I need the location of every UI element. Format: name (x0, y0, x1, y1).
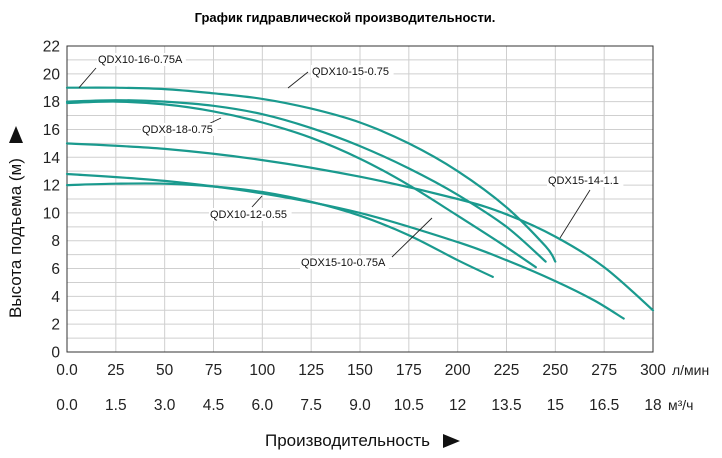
label-background (209, 208, 292, 221)
x-tick-label: 50 (156, 362, 174, 379)
x-tick-label: 250 (542, 362, 568, 379)
y-tick-label: 6 (51, 261, 60, 278)
x-tick-label: 225 (494, 362, 520, 379)
y-tick-label: 20 (43, 66, 61, 83)
curve-qdx10-12-0-55 (65, 182, 494, 278)
y-axis-ticks: 0 2 4 6 8 10 12 14 16 18 20 22 (43, 39, 61, 362)
y-tick-label: 12 (43, 178, 60, 195)
x-tick-label: 175 (396, 362, 422, 379)
x-tick-label: 25 (107, 362, 124, 379)
label-background (311, 65, 394, 78)
curves (65, 86, 655, 320)
x-tick-label: 16.5 (589, 397, 619, 414)
x-tick-label: 75 (205, 362, 222, 379)
curve-qdx15-10-0-75a (65, 172, 625, 320)
curve-qdx10-16-0-75a (65, 86, 557, 263)
x-axis-ticks-primary: 0.0 25 50 75 100 125 150 175 200 225 250 275 300 (56, 362, 666, 379)
x-tick-label: 10.5 (394, 397, 424, 414)
label-leader-line (391, 217, 433, 258)
y-axis-label: Высота подъема (м) (6, 158, 25, 318)
x-axis-arrow-icon (443, 434, 460, 448)
x-tick-label: 7.5 (300, 397, 322, 414)
curve-label: QDX10-15-0.75 (312, 66, 389, 78)
label-leader-line (559, 189, 591, 239)
chart-title: График гидравлической производительности… (195, 10, 496, 25)
x-tick-label: 6.0 (252, 397, 274, 414)
x-tick-label: 4.5 (203, 397, 225, 414)
x-tick-label: 18 (644, 397, 661, 414)
plot-frame (66, 45, 654, 353)
x-tick-label: 3.0 (154, 397, 176, 414)
x-tick-label: 100 (249, 362, 275, 379)
x-tick-label: 0.0 (56, 397, 78, 414)
x-axis-label: Производительность (265, 431, 430, 450)
label-leader-line (287, 71, 309, 89)
x-tick-label: 275 (591, 362, 617, 379)
label-background (300, 256, 389, 269)
grid-lines (66, 45, 654, 353)
label-background (97, 53, 186, 66)
x-tick-label: 13.5 (491, 397, 521, 414)
y-axis-arrow-icon (9, 126, 23, 143)
x-tick-label: 150 (347, 362, 373, 379)
x-tick-label: 9.0 (349, 397, 371, 414)
label-leader-line (78, 67, 97, 89)
curve-qdx8-18-0-75 (65, 100, 537, 269)
y-tick-label: 16 (43, 122, 60, 139)
x-axis-ticks-secondary: 0.0 1.5 3.0 4.5 6.0 7.5 9.0 10.5 12 13.5 15 16.5 18 (56, 397, 661, 414)
x-tick-label: 15 (547, 397, 564, 414)
y-tick-label: 22 (43, 39, 60, 56)
x-tick-label: 12 (449, 397, 466, 414)
x-tick-label: 1.5 (105, 397, 127, 414)
curve-label: QDX15-10-0.75A (301, 257, 386, 269)
x-unit-primary: л/мин (672, 362, 709, 378)
y-tick-label: 10 (43, 205, 61, 222)
label-leader-line (251, 195, 263, 208)
y-tick-label: 2 (51, 317, 60, 334)
x-tick-label: 0.0 (56, 362, 78, 379)
x-axis-title: Производительность (265, 431, 460, 450)
curve-label: QDX8-18-0.75 (142, 124, 213, 136)
y-axis-title: Высота подъема (м) (6, 126, 25, 318)
curve-qdx15-14-1-1 (65, 142, 655, 312)
y-tick-label: 18 (43, 94, 60, 111)
y-tick-label: 4 (51, 289, 60, 306)
x-tick-label: 125 (298, 362, 324, 379)
y-tick-label: 14 (43, 150, 61, 167)
x-tick-label: 300 (640, 362, 666, 379)
curve-label: QDX15-14-1.1 (548, 175, 619, 187)
label-background (547, 174, 624, 187)
x-tick-label: 200 (445, 362, 471, 379)
label-background (141, 123, 218, 136)
y-tick-label: 0 (51, 345, 60, 362)
x-unit-secondary: м³/ч (668, 397, 693, 413)
y-tick-label: 8 (51, 233, 60, 250)
curve-labels: QDX10-16-0.75A QDX10-15-0.75 QDX8-18-0.75 Q… (78, 53, 624, 269)
curve-label: QDX10-16-0.75A (98, 54, 183, 66)
curve-label: QDX10-12-0.55 (210, 209, 287, 221)
